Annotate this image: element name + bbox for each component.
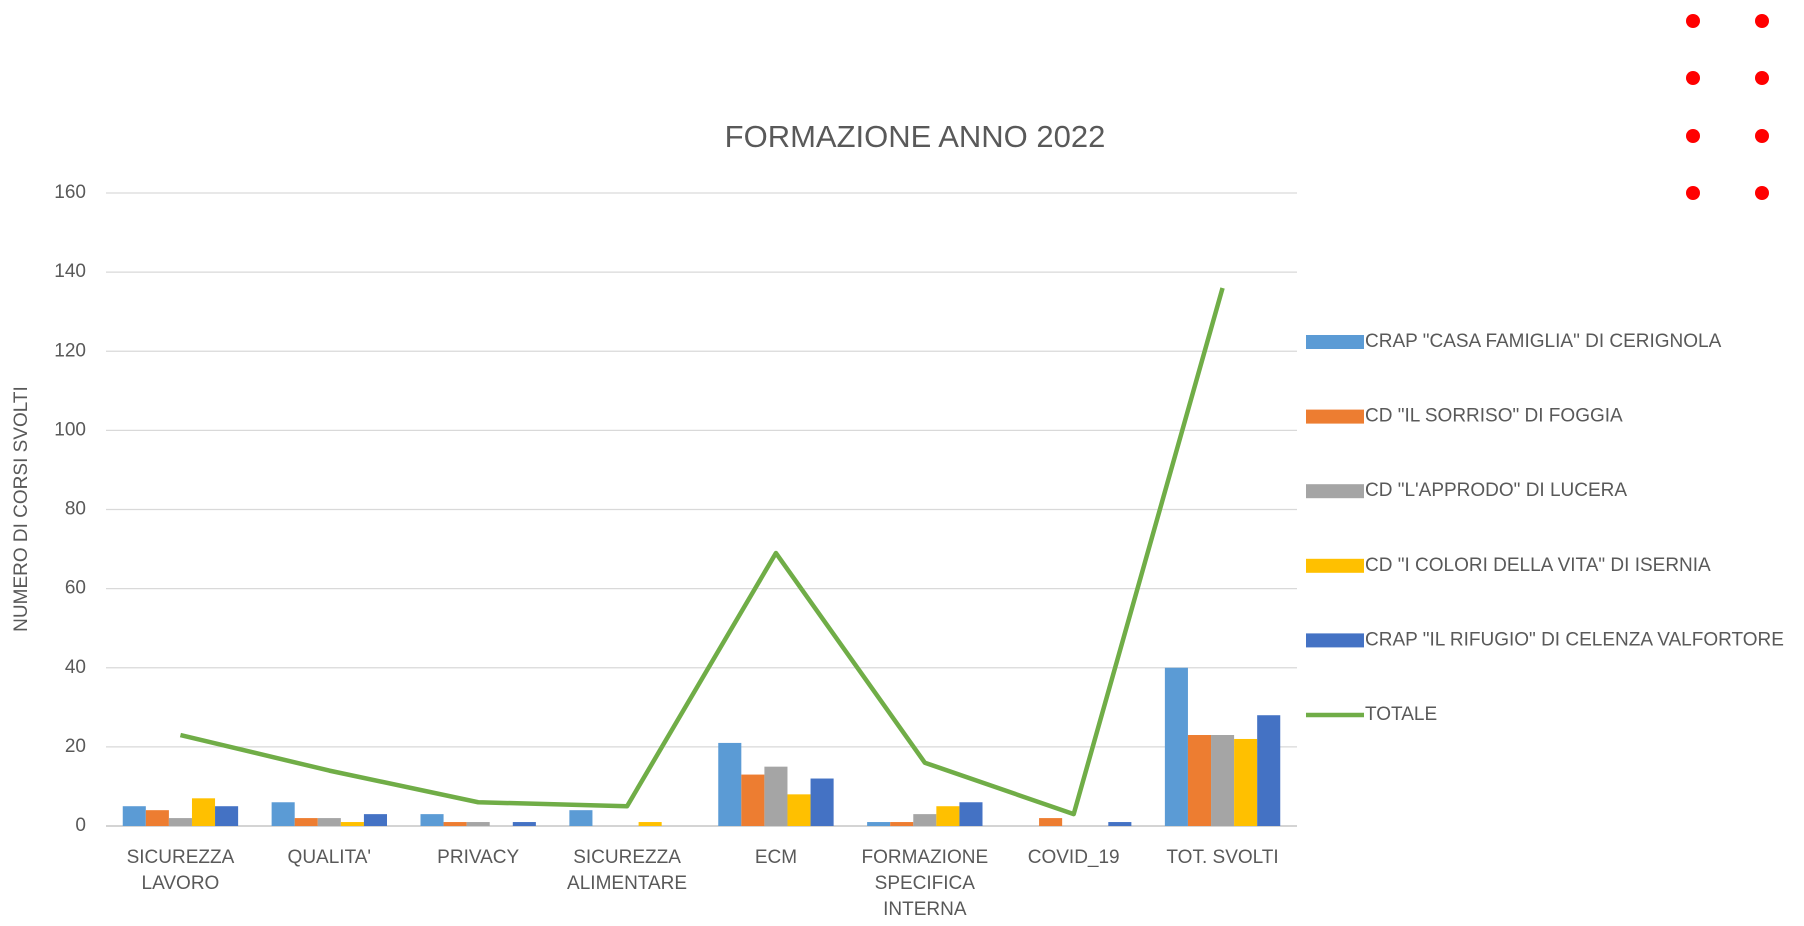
bar bbox=[271, 802, 295, 826]
x-tick-label: QUALITA' bbox=[287, 847, 372, 868]
legend-swatch bbox=[1306, 409, 1364, 424]
legend-label: CD "L'APPRODO" DI LUCERA bbox=[1365, 480, 1627, 501]
bar bbox=[317, 818, 341, 826]
x-tick-label: COVID_19 bbox=[1027, 847, 1120, 868]
bar bbox=[638, 822, 662, 826]
bar bbox=[466, 822, 490, 826]
bar bbox=[569, 810, 593, 826]
bar bbox=[191, 798, 216, 826]
bar bbox=[718, 742, 742, 826]
bar bbox=[1234, 738, 1258, 826]
legend-label: CRAP "IL RIFUGIO" DI CELENZA VALFORTORE bbox=[1365, 629, 1784, 650]
x-tick-label: ECM bbox=[754, 847, 798, 868]
legend-swatch bbox=[1306, 335, 1364, 349]
bar bbox=[122, 806, 146, 826]
bar bbox=[1164, 667, 1188, 826]
y-tick-label: 120 bbox=[54, 340, 86, 361]
x-tick-label: PRIVACY bbox=[437, 847, 520, 868]
y-tick-label: 140 bbox=[54, 261, 86, 282]
y-axis-title: NUMERO DI CORSI SVOLTI bbox=[11, 386, 32, 632]
bar bbox=[890, 822, 914, 826]
bar bbox=[215, 806, 239, 826]
bar bbox=[959, 802, 983, 826]
bar bbox=[294, 818, 318, 826]
legend-label: TOTALE bbox=[1365, 704, 1437, 725]
legend-label: CD "IL SORRISO" DI FOGGIA bbox=[1365, 406, 1623, 427]
bar bbox=[867, 822, 891, 826]
legend-swatch bbox=[1306, 633, 1364, 648]
x-tick-label: SICUREZZA ALIMENTARE bbox=[567, 847, 688, 894]
x-tick-label: TOT. SVOLTI bbox=[1166, 847, 1279, 868]
bar bbox=[1108, 822, 1132, 826]
bar bbox=[340, 822, 364, 826]
bar bbox=[913, 814, 937, 826]
bar bbox=[168, 818, 192, 826]
y-tick-label: 60 bbox=[65, 578, 86, 599]
x-tick-label: FORMAZIONE SPECIFICA INTERNA bbox=[861, 847, 989, 920]
bar bbox=[936, 806, 960, 826]
bar bbox=[443, 822, 467, 826]
bar bbox=[1257, 715, 1281, 826]
y-tick-label: 80 bbox=[65, 499, 86, 520]
bar bbox=[420, 814, 444, 826]
bar bbox=[1039, 818, 1063, 826]
y-tick-label: 0 bbox=[75, 815, 86, 836]
legend-label: CD "I COLORI DELLA VITA" DI ISERNIA bbox=[1365, 555, 1711, 576]
bar bbox=[1211, 735, 1235, 826]
y-tick-label: 20 bbox=[65, 736, 86, 757]
bar bbox=[810, 778, 834, 826]
bar bbox=[1187, 735, 1212, 826]
y-tick-label: 100 bbox=[54, 419, 86, 440]
chart-title: FORMAZIONE ANNO 2022 bbox=[725, 119, 1106, 154]
bar bbox=[787, 794, 811, 826]
y-tick-label: 40 bbox=[65, 657, 86, 678]
legend-label: CRAP "CASA FAMIGLIA" DI CERIGNOLA bbox=[1365, 331, 1722, 352]
bar bbox=[363, 814, 388, 826]
legend-swatch bbox=[1306, 484, 1364, 499]
bar bbox=[764, 766, 788, 826]
line bbox=[179, 287, 1225, 817]
bar bbox=[741, 774, 765, 826]
x-tick-label: SICUREZZA LAVORO bbox=[126, 847, 235, 894]
bar bbox=[145, 810, 169, 826]
y-tick-label: 160 bbox=[54, 182, 86, 203]
decoration bbox=[1686, 14, 1769, 200]
bar bbox=[512, 822, 536, 826]
legend-swatch bbox=[1306, 558, 1364, 573]
